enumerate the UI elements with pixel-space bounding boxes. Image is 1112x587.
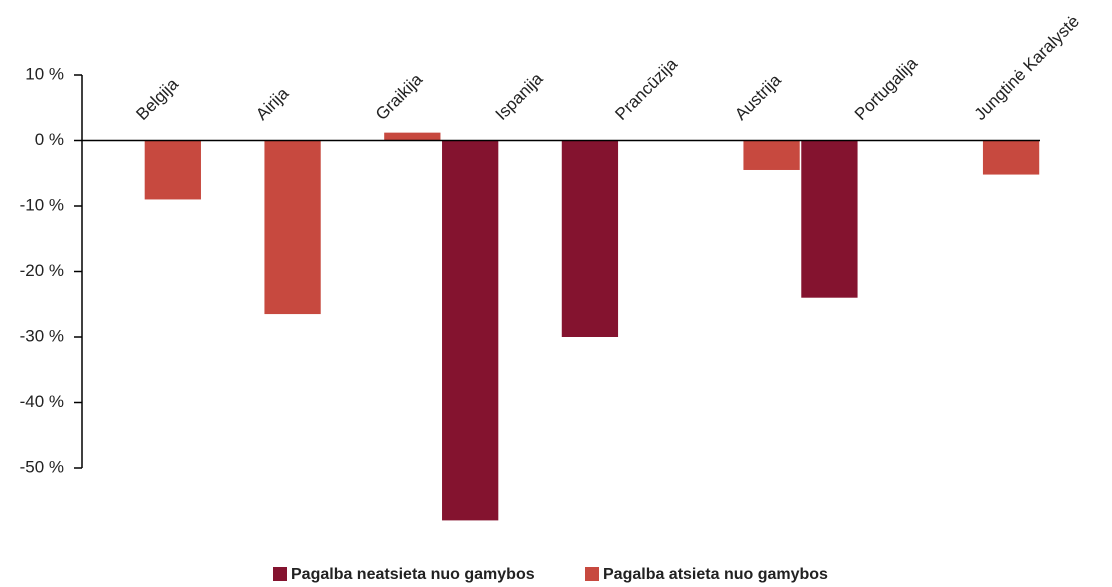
legend-label: Pagalba neatsieta nuo gamybos [291, 566, 535, 583]
legend-swatch [585, 567, 599, 581]
legend-swatch [273, 567, 287, 581]
bar [384, 132, 441, 141]
category-label: Portugalija [851, 53, 922, 124]
bar [743, 140, 800, 170]
category-label: Austrija [731, 70, 785, 124]
category-label: Graikija [372, 69, 427, 124]
category-label: Ispanija [492, 69, 547, 124]
y-tick-label: 0 % [35, 130, 64, 149]
bar [561, 140, 619, 337]
category-label: Jungtinė Karalystė [971, 12, 1083, 124]
legend-label: Pagalba atsieta nuo gamybos [603, 566, 828, 583]
bar [801, 140, 858, 298]
bar [442, 140, 499, 521]
legend: Pagalba neatsieta nuo gamybos Pagalba ats… [273, 566, 828, 583]
bar [264, 140, 321, 315]
y-tick-label: 10 % [25, 64, 64, 83]
category-label: Belgija [132, 74, 182, 124]
y-tick-label: -50 % [20, 457, 64, 476]
category-label: Prancūzija [611, 54, 681, 124]
bar [144, 140, 201, 200]
y-tick-label: -40 % [20, 392, 64, 411]
y-tick-label: -30 % [20, 326, 64, 345]
y-tick-label: -20 % [20, 261, 64, 280]
category-label: Airija [252, 83, 293, 124]
y-tick-label: -10 % [20, 195, 64, 214]
bar [982, 140, 1040, 175]
